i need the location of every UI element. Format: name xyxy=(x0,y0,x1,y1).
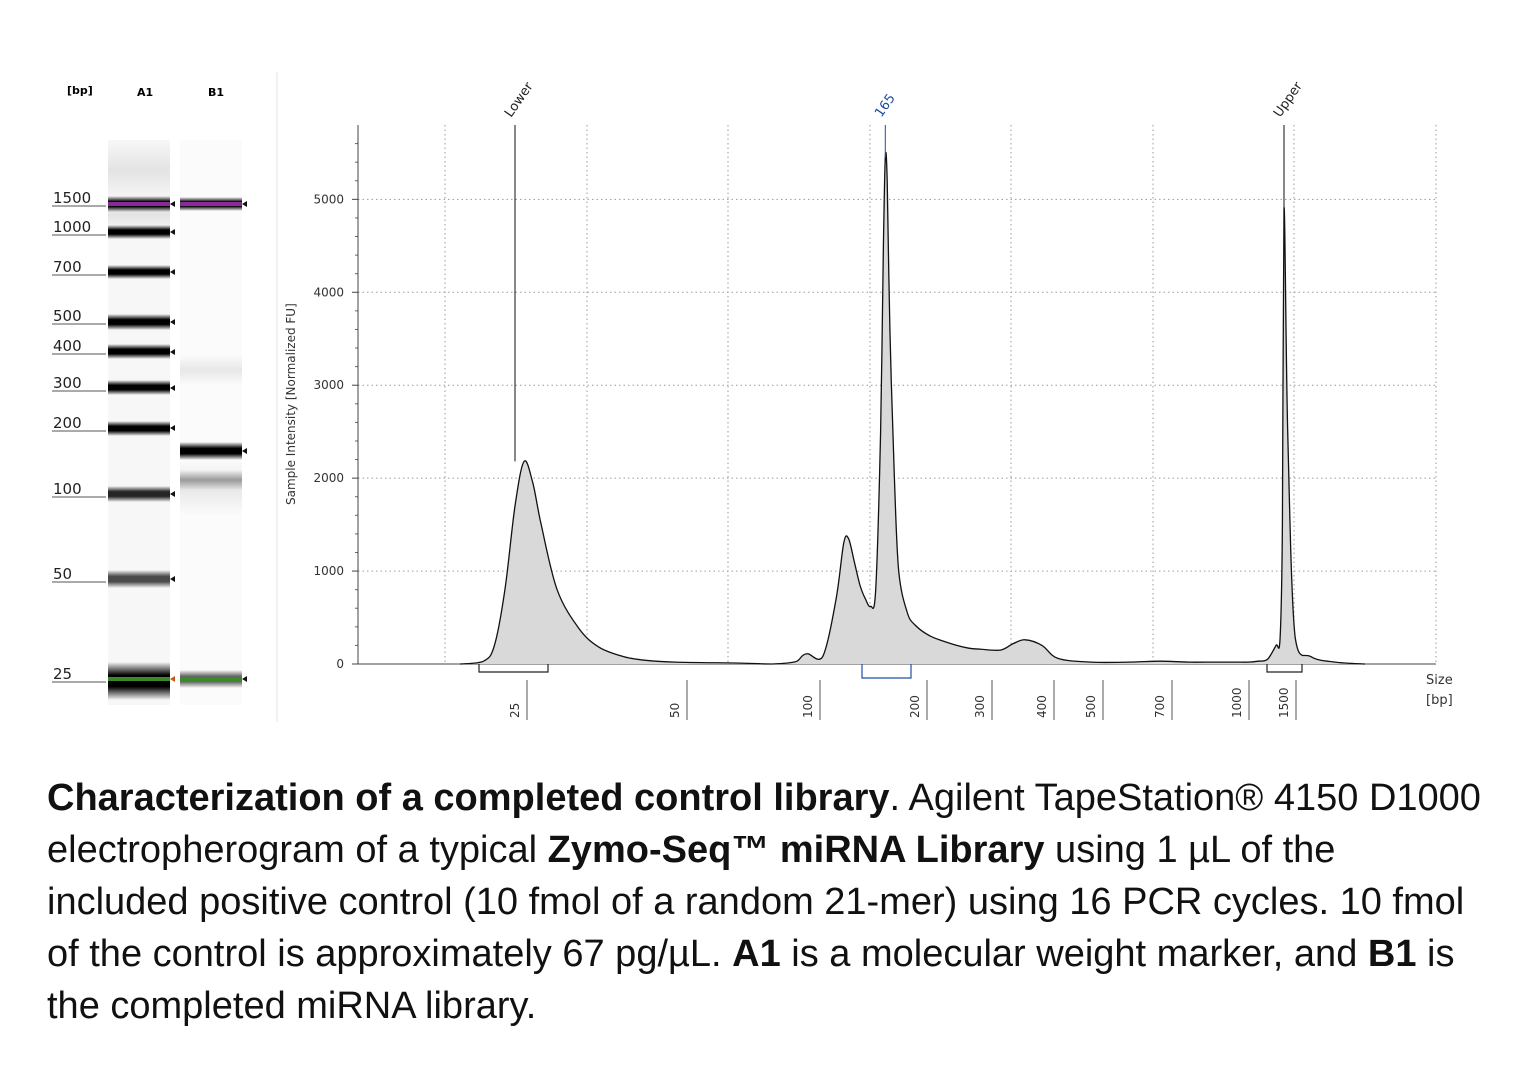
caption-text-4: is the completed miRNA library. xyxy=(47,933,1455,1027)
x-axis-label-line2: [bp] xyxy=(1426,693,1453,708)
ladder-label-50: 50 xyxy=(53,565,72,583)
x-axis-label-line1: Size xyxy=(1426,673,1453,688)
ladder-label-200: 200 xyxy=(53,414,82,432)
ladder-label-500: 500 xyxy=(53,307,82,325)
caption-text-1: . Agilent TapeStation® 4150 D1000 electr… xyxy=(47,777,1481,871)
b1-band-lower-marker xyxy=(180,677,242,681)
ladder-label-400: 400 xyxy=(53,337,82,355)
x-tick-label: 300 xyxy=(973,695,987,718)
x-tick-label: 100 xyxy=(801,695,815,718)
caption-product-name: Zymo-Seq™ miRNA Library xyxy=(547,829,1045,871)
a1-band-200 xyxy=(108,421,170,436)
y-axis-label: Sample Intensity [Normalized FU] xyxy=(284,303,298,505)
peak-label: Upper xyxy=(1271,79,1306,120)
x-tick-label: 400 xyxy=(1035,695,1049,718)
a1-band-100 xyxy=(108,486,170,502)
x-tick-label: 50 xyxy=(668,703,682,718)
y-tick-labels: 0 1000 2000 3000 4000 5000 xyxy=(313,192,344,671)
ladder-label-1500: 1500 xyxy=(53,189,91,207)
b1-band-smear xyxy=(180,355,242,385)
y-tick-label: 5000 xyxy=(313,192,344,206)
x-tick-label: 1000 xyxy=(1230,687,1244,718)
caption-title: Characterization of a completed control … xyxy=(47,777,890,819)
x-tick-label: 1500 xyxy=(1277,687,1291,718)
trace-line xyxy=(459,151,1366,665)
ladder-label-25: 25 xyxy=(53,665,72,683)
caption-text-3: is a molecular weight marker, and xyxy=(780,933,1368,975)
trace xyxy=(459,151,1366,665)
sample-peak-region xyxy=(861,664,912,679)
y-tick-label: 0 xyxy=(336,657,344,671)
a1-band-300 xyxy=(108,380,170,395)
caption-b1: B1 xyxy=(1367,933,1417,975)
ladder-label-300: 300 xyxy=(53,374,82,392)
lane-a1-bands xyxy=(108,140,170,700)
lane-b1-bands xyxy=(180,197,242,688)
lane-b1-arrowheads xyxy=(242,201,247,682)
y-tick-label: 3000 xyxy=(313,378,344,392)
caption-text-2: using 1 µL of the included positive cont… xyxy=(47,829,1465,975)
x-tick-labels: 25 50 100 200 300 400 500 700 1000 1500 xyxy=(508,680,1297,720)
lower-marker-region xyxy=(478,664,549,673)
gel-image: [bp] A1 B1 1500 1000 700 500 400 300 200… xyxy=(52,72,278,722)
trace-fill xyxy=(460,152,1365,664)
caption-a1: A1 xyxy=(732,933,781,975)
lane-label-b1: B1 xyxy=(208,86,224,99)
y-tick-label: 4000 xyxy=(313,285,344,299)
electropherogram-figure: [bp] A1 B1 1500 1000 700 500 400 300 200… xyxy=(52,72,1453,722)
a1-band-50 xyxy=(108,570,170,588)
b1-band-upper-marker xyxy=(180,202,242,206)
y-tick-label: 2000 xyxy=(313,471,344,485)
peak-label: 165 xyxy=(872,91,899,120)
b1-band-library xyxy=(180,442,242,460)
figure-caption: Characterization of a completed control … xyxy=(47,772,1487,1032)
ladder-labels: 1500 1000 700 500 400 300 200 100 50 25 xyxy=(52,189,106,683)
a1-band-25-marker xyxy=(108,677,170,681)
x-tick-label: 700 xyxy=(1153,695,1167,718)
y-tick-label: 1000 xyxy=(313,564,344,578)
ladder-label-100: 100 xyxy=(53,480,82,498)
gel-unit-label: [bp] xyxy=(67,84,93,97)
lane-b1-background xyxy=(180,140,242,705)
a1-band-500 xyxy=(108,314,170,330)
lane-label-a1: A1 xyxy=(137,86,153,99)
electropherogram-plot: Lower 165 Upper 0 1000 2000 3000 4000 5000 25 50… xyxy=(284,79,1453,720)
x-tick-label: 200 xyxy=(908,695,922,718)
x-tick-label: 500 xyxy=(1084,695,1098,718)
ladder-label-700: 700 xyxy=(53,258,82,276)
peak-label: Lower xyxy=(502,79,537,120)
a1-band-400 xyxy=(108,344,170,359)
ladder-label-1000: 1000 xyxy=(53,218,91,236)
upper-marker-region xyxy=(1266,664,1303,673)
a1-band-700 xyxy=(108,265,170,279)
lane-a1-arrowheads xyxy=(170,201,175,682)
x-tick-label: 25 xyxy=(508,703,522,718)
